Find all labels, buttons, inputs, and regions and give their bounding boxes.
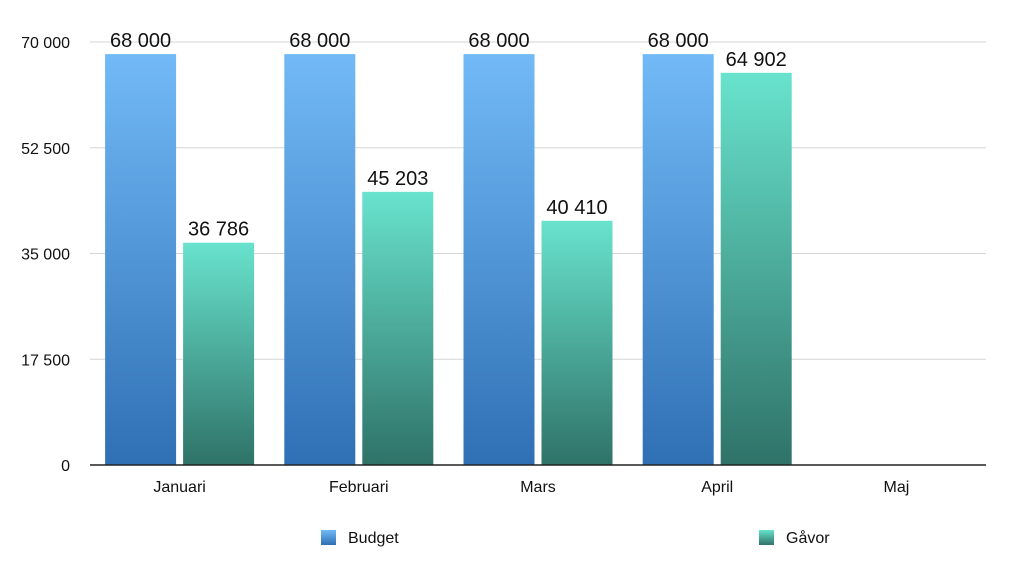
- legend-label: Budget: [348, 530, 399, 547]
- data-labels: 68 000 36 786 68 000 45 203 68 000 40 410 68 0…: [110, 30, 787, 241]
- y-tick-label: 52 500: [21, 141, 70, 158]
- y-tick-label: 35 000: [21, 247, 70, 264]
- data-label: 68 000: [289, 30, 350, 52]
- legend: Budget Gåvor: [321, 529, 830, 547]
- y-tick-label: 70 000: [21, 35, 70, 52]
- bars: [105, 54, 792, 465]
- gavor-bar: [720, 72, 792, 465]
- gavor-bar: [362, 191, 434, 465]
- budget-bar: [642, 54, 714, 465]
- x-tick-label: Mars: [520, 479, 556, 496]
- x-tick-label: Maj: [884, 479, 910, 496]
- legend-swatch: [321, 530, 336, 545]
- y-axis-ticks: 0 17 500 35 000 52 500 70 000: [21, 35, 70, 475]
- data-label: 40 410: [546, 197, 607, 219]
- budget-bar: [105, 54, 177, 465]
- data-label: 45 203: [367, 168, 428, 190]
- x-tick-label: Januari: [153, 479, 205, 496]
- x-tick-label: Februari: [329, 479, 389, 496]
- data-label: 64 902: [726, 49, 787, 71]
- legend-label: Gåvor: [786, 529, 830, 547]
- x-tick-label: April: [701, 479, 733, 496]
- budget-bar: [284, 54, 356, 465]
- y-tick-label: 17 500: [21, 352, 70, 369]
- data-label: 68 000: [110, 30, 171, 52]
- budget-bar: [463, 54, 535, 465]
- data-label: 68 000: [468, 30, 529, 52]
- data-label: 36 786: [188, 219, 249, 241]
- gavor-bar: [541, 220, 613, 465]
- legend-swatch: [759, 530, 774, 545]
- x-axis: Januari Februari Mars April Maj: [90, 464, 986, 496]
- y-tick-label: 0: [61, 458, 70, 475]
- data-label: 68 000: [648, 30, 709, 52]
- gavor-bar: [183, 242, 255, 465]
